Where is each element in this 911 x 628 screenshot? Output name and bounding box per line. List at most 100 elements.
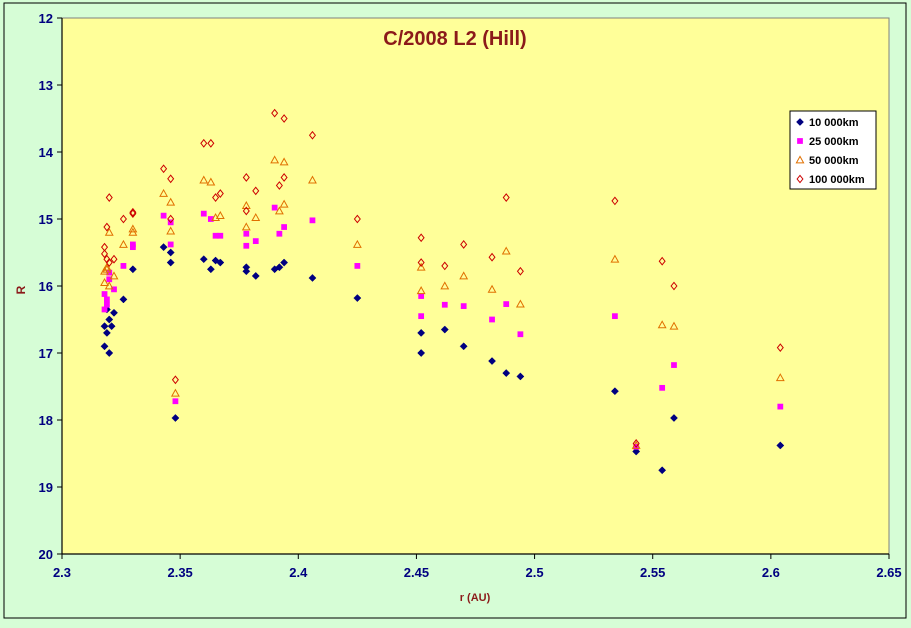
data-point — [172, 398, 179, 405]
data-point — [611, 196, 619, 206]
data-point — [206, 177, 216, 186]
x-tick-label: 2.3 — [53, 565, 71, 580]
data-point — [776, 343, 784, 353]
data-point — [107, 322, 116, 331]
legend-marker — [797, 138, 803, 144]
data-point — [440, 281, 450, 290]
data-point — [171, 375, 179, 385]
data-point — [460, 240, 468, 249]
data-point — [417, 258, 425, 267]
data-point — [459, 271, 469, 280]
y-tick-label: 12 — [39, 11, 53, 26]
data-point — [460, 303, 467, 309]
data-point — [118, 239, 128, 248]
data-point — [128, 265, 137, 274]
data-point — [166, 248, 175, 257]
data-point — [120, 263, 127, 269]
data-point — [353, 214, 361, 224]
chart-title: C/2008 L2 (Hill) — [383, 28, 526, 50]
data-point — [109, 271, 119, 280]
x-tick-label: 2.35 — [167, 565, 192, 580]
data-point — [102, 264, 112, 273]
data-point — [104, 281, 114, 290]
data-point — [517, 331, 524, 338]
data-point — [502, 369, 511, 378]
y-tick-label: 13 — [39, 78, 53, 93]
data-point — [416, 286, 426, 295]
data-point — [418, 313, 425, 320]
data-point — [352, 239, 362, 248]
data-point — [440, 325, 449, 334]
series-100000km — [101, 108, 784, 448]
data-point — [516, 266, 524, 276]
data-point — [418, 293, 425, 299]
legend-label: 100 000km — [809, 174, 865, 186]
data-point — [119, 295, 128, 304]
y-tick-label: 17 — [39, 346, 53, 361]
data-point — [211, 256, 220, 265]
data-point — [308, 130, 316, 140]
y-tick-label: 20 — [39, 547, 53, 562]
data-point — [251, 213, 261, 222]
data-point — [166, 226, 176, 235]
data-point — [659, 384, 666, 391]
data-point — [516, 372, 525, 381]
data-point — [280, 258, 289, 267]
data-point — [160, 164, 168, 174]
data-point — [671, 362, 677, 368]
data-point — [354, 263, 361, 269]
data-point — [271, 108, 279, 118]
legend-label: 25 000km — [809, 136, 859, 148]
legend-label: 50 000km — [809, 155, 859, 167]
data-point — [488, 252, 496, 262]
y-tick-label: 18 — [39, 413, 53, 428]
data-point — [515, 299, 525, 308]
data-point — [212, 232, 219, 239]
axes: 2.3 2.35 2.4 2.45 2.5 2.55 2.6 2.65 12 13 14 15 16 17… — [39, 11, 902, 580]
data-point — [658, 466, 667, 475]
data-point — [217, 232, 224, 239]
data-point — [271, 204, 278, 211]
data-point — [275, 263, 284, 272]
data-point — [670, 281, 678, 291]
data-point — [100, 266, 109, 275]
data-point — [242, 206, 250, 216]
data-point — [102, 262, 112, 271]
x-tick-label: 2.5 — [526, 565, 544, 580]
data-point — [100, 342, 109, 351]
y-tick-label: 14 — [39, 145, 54, 160]
data-point — [487, 284, 497, 293]
data-point — [279, 157, 289, 166]
data-point — [106, 276, 113, 283]
data-point — [101, 306, 108, 313]
legend-marker — [795, 155, 805, 164]
plot-area — [61, 17, 890, 555]
data-point — [270, 155, 280, 164]
data-point — [241, 200, 251, 209]
data-point — [275, 181, 283, 190]
data-point — [242, 173, 250, 182]
x-tick-label: 2.65 — [876, 565, 901, 580]
data-point — [102, 328, 111, 337]
data-point — [110, 308, 118, 317]
data-point — [130, 244, 136, 251]
data-point — [207, 216, 214, 222]
data-point — [632, 439, 640, 448]
data-points — [100, 108, 785, 475]
data-point — [159, 188, 169, 197]
data-point — [129, 209, 137, 219]
x-tick-label: 2.4 — [289, 565, 308, 580]
data-point — [207, 138, 215, 148]
data-point — [206, 265, 215, 274]
data-point — [128, 227, 138, 236]
legend-marker — [796, 174, 804, 184]
data-point — [101, 249, 109, 259]
data-point — [199, 255, 208, 264]
data-point — [105, 193, 113, 202]
data-point — [775, 373, 785, 382]
data-point — [669, 321, 679, 330]
y-tick-label: 19 — [39, 480, 53, 495]
data-point — [308, 175, 317, 184]
x-axis-label: r (AU) — [460, 592, 491, 604]
data-point — [502, 193, 510, 202]
